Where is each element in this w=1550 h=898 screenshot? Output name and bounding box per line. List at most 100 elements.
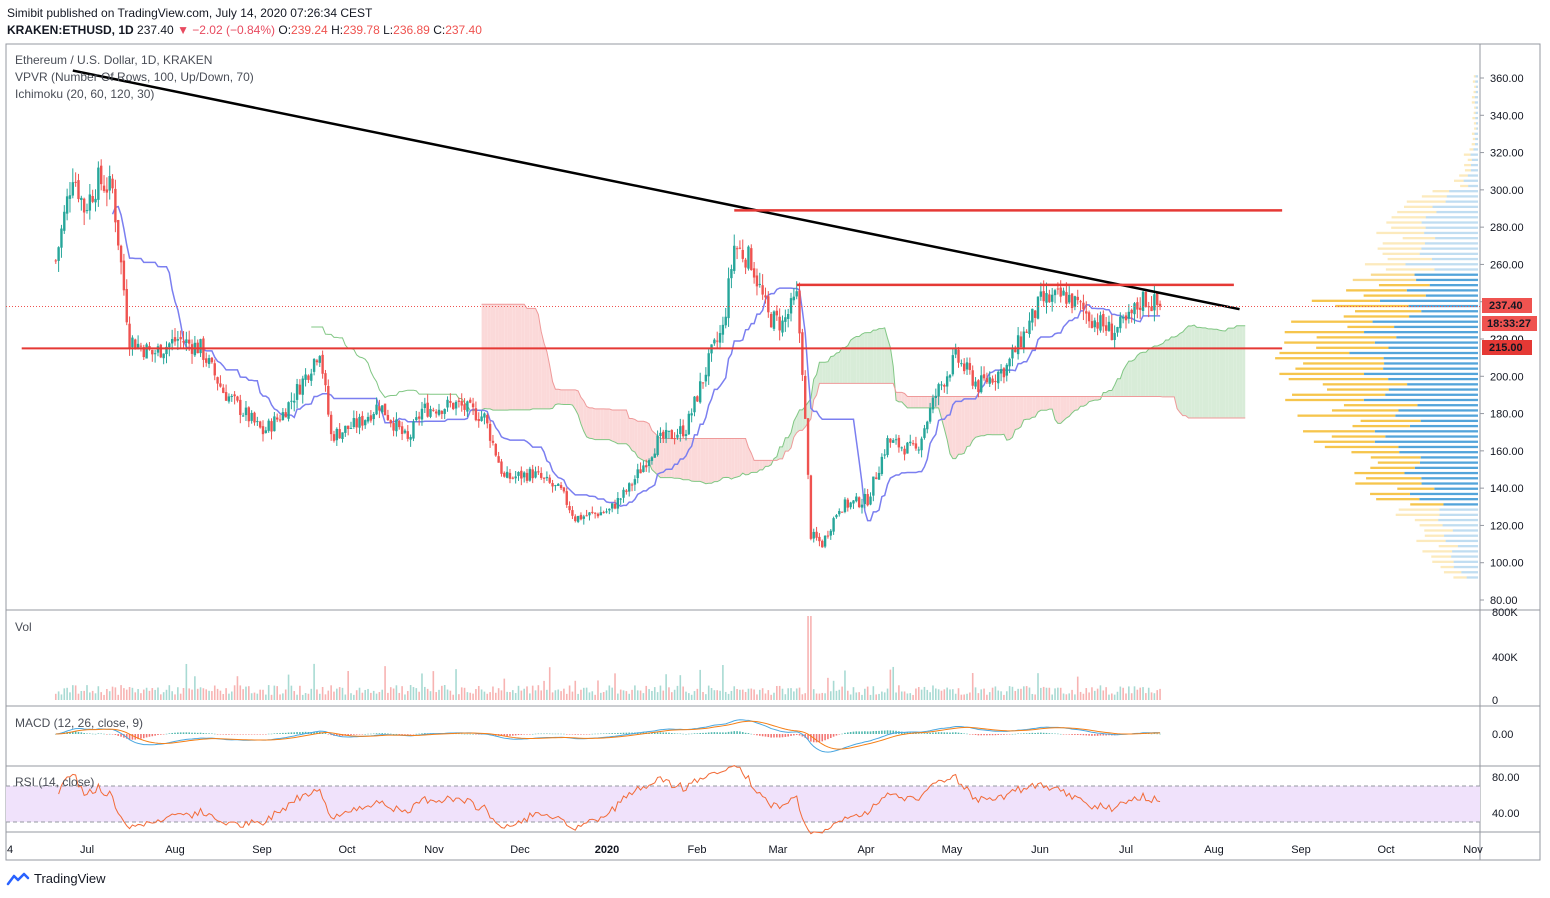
price-tick-label: 200.00: [1490, 371, 1524, 383]
brand-footer[interactable]: TradingView: [6, 871, 106, 886]
macd-hist-bar: [216, 734, 219, 735]
macd-hist-bar: [1085, 734, 1088, 736]
cloud-segment: [535, 308, 539, 409]
cloud-segment: [1043, 396, 1047, 411]
volume-bar: [418, 691, 420, 700]
candle-body: [295, 384, 299, 400]
volume-bar: [622, 690, 625, 700]
macd-hist-bar: [1108, 734, 1110, 736]
macd-hist-bar: [270, 733, 273, 735]
volume-bar: [409, 685, 412, 700]
volume-bar: [1156, 690, 1159, 700]
vp-up-bar: [1398, 409, 1478, 412]
cloud-segment: [563, 389, 567, 405]
legend-ichimoku[interactable]: Ichimoku (20, 60, 120, 30): [15, 87, 154, 101]
macd-hist-bar: [301, 731, 304, 734]
volume-bar: [327, 690, 330, 700]
volume-bar: [827, 677, 829, 700]
cloud-segment: [1211, 328, 1215, 419]
cloud-segment: [969, 396, 973, 446]
volume-bar: [946, 687, 948, 700]
vp-up-bar: [1398, 445, 1478, 449]
macd-hist-bar: [1051, 733, 1053, 734]
volume-bar: [199, 687, 202, 700]
cloud-segment: [1086, 396, 1090, 405]
cloud-segment: [634, 419, 638, 458]
candle-body: [1099, 315, 1102, 331]
volume-bar: [1159, 688, 1161, 700]
vp-down-bar: [1352, 424, 1410, 428]
volume-bar: [1082, 693, 1085, 700]
macd-hist-bar: [415, 733, 418, 735]
vp-up-bar: [1452, 529, 1478, 532]
volume-bar: [154, 689, 156, 700]
macd-hist-bar: [395, 733, 398, 735]
vp-up-bar: [1396, 336, 1478, 339]
volume-bar: [1128, 686, 1130, 700]
cloud-segment: [1123, 365, 1126, 397]
candle-body: [315, 360, 319, 363]
volume-bar: [614, 673, 616, 700]
cloud-segment: [745, 438, 749, 475]
volume-bar: [699, 669, 701, 700]
macd-hist-bar: [832, 734, 835, 737]
candle-body: [207, 358, 211, 365]
macd-hist-bar: [185, 732, 188, 734]
cloud-segment: [1001, 396, 1004, 435]
candle-body: [68, 195, 72, 199]
cloud-segment: [683, 438, 686, 480]
vp-down-bar: [1459, 174, 1468, 177]
candle-body: [488, 423, 492, 441]
macd-hist-bar: [727, 731, 730, 734]
legend-macd[interactable]: MACD (12, 26, close, 9): [15, 716, 143, 730]
cloud-segment: [989, 396, 993, 435]
cloud-segment: [714, 438, 718, 482]
cloud-segment: [1196, 327, 1200, 419]
cloud-segment: [1177, 333, 1180, 413]
macd-hist-bar: [713, 732, 716, 734]
legend-vpvr[interactable]: VPVR (Number Of Rows, 100, Up/Down, 70): [15, 70, 254, 84]
volume-bar: [301, 694, 304, 700]
cloud-segment: [904, 393, 908, 408]
vp-up-bar: [1405, 263, 1478, 266]
volume-bar: [631, 689, 633, 700]
drawings[interactable]: [6, 69, 1480, 350]
volume-bar: [83, 690, 85, 700]
legend-rsi[interactable]: RSI (14, close): [15, 775, 94, 789]
candle-body: [185, 339, 188, 343]
volume-bar: [318, 693, 321, 700]
macd-hist-bar: [503, 734, 506, 737]
macd-hist-bar: [668, 732, 670, 734]
candle-body: [747, 246, 750, 269]
volume-bar: [1020, 688, 1022, 700]
candle-body: [1050, 294, 1054, 302]
volume-bar: [387, 692, 389, 700]
cloud-segment: [822, 362, 826, 384]
candle-body: [843, 499, 847, 512]
symbol[interactable]: KRAKEN:ETHUSD, 1D: [7, 23, 134, 37]
vp-up-bar: [1453, 565, 1478, 569]
candle-body: [415, 417, 418, 421]
candle-body: [815, 531, 818, 538]
cloud-segment: [1134, 355, 1138, 397]
cloud-segment: [1015, 396, 1019, 430]
volume-bar: [875, 694, 877, 700]
vp-up-bar: [1474, 96, 1478, 99]
volume-bar: [492, 686, 494, 700]
macd-hist-bar: [719, 732, 721, 734]
cloud-segment: [1040, 396, 1044, 411]
macd-hist-bar: [108, 733, 111, 735]
candle-body: [139, 345, 143, 347]
volume-bar: [787, 688, 789, 700]
candle-body: [636, 469, 639, 479]
volume-bar: [1150, 692, 1153, 700]
volume-bar: [429, 691, 432, 700]
cloud-segment: [572, 389, 576, 410]
volume-bar: [123, 688, 125, 700]
legend-vol[interactable]: Vol: [15, 620, 32, 634]
candle-body: [585, 515, 588, 517]
vp-down-bar: [1351, 451, 1400, 454]
candle-body: [261, 426, 265, 435]
vp-down-bar: [1316, 346, 1389, 349]
